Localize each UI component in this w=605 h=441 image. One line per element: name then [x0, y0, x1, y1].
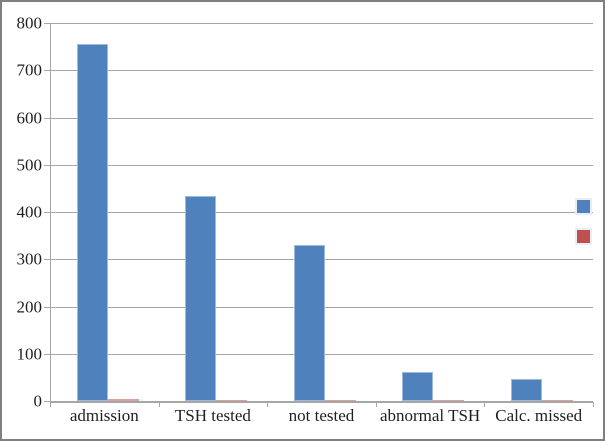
gridline — [50, 117, 593, 119]
y-axis-tick — [44, 70, 51, 72]
bar-series-1 — [293, 245, 325, 401]
gridline — [50, 70, 593, 72]
x-axis-category-label: abnormal TSH — [379, 406, 481, 425]
x-axis-tick — [158, 402, 160, 407]
y-axis-tick — [44, 401, 51, 402]
gridline — [50, 212, 593, 213]
x-axis-tick — [375, 402, 377, 407]
bar-series-1 — [185, 196, 217, 401]
x-axis-category-label: Calc. missed — [495, 406, 583, 425]
bar-series-1 — [76, 44, 108, 401]
x-axis-category-label: TSH tested — [174, 406, 251, 425]
legend-swatch-blue — [575, 198, 592, 215]
gridline — [50, 164, 593, 166]
y-axis-tick-label: 400 — [16, 202, 43, 222]
bar-series-2 — [324, 399, 356, 401]
bar-series-1 — [510, 378, 542, 401]
legend-swatch-red — [575, 228, 592, 245]
bar-series-2 — [216, 399, 248, 401]
y-axis-tick-label: 800 — [16, 13, 43, 33]
y-axis-tick — [44, 306, 51, 308]
plot-area — [50, 23, 593, 403]
x-axis-category-label: not tested — [288, 406, 355, 425]
y-axis-tick-label: 200 — [16, 297, 43, 316]
x-axis-tick — [484, 402, 486, 407]
x-axis-tick — [593, 402, 594, 407]
x-axis-tick — [50, 402, 51, 407]
y-axis-tick — [44, 212, 51, 213]
y-axis-line — [50, 23, 51, 407]
bar-series-1 — [402, 372, 434, 401]
y-axis-tick — [44, 353, 51, 355]
y-axis-tick-label: 100 — [16, 344, 43, 364]
y-axis-tick — [44, 23, 51, 24]
y-axis-tick — [44, 117, 51, 119]
gridline — [50, 23, 593, 24]
bar-series-2 — [433, 399, 465, 401]
y-axis-tick-label: 0 — [33, 391, 43, 411]
y-axis-tick-label: 600 — [16, 108, 43, 127]
y-axis-tick — [44, 259, 51, 261]
y-axis-tick-label: 700 — [16, 60, 43, 80]
y-axis-tick-label: 300 — [16, 249, 43, 269]
x-axis-tick — [267, 402, 269, 407]
y-axis-tick — [44, 164, 51, 166]
y-axis-tick-label: 500 — [16, 155, 43, 175]
x-axis-category-label: admission — [69, 406, 139, 425]
bar-series-2 — [107, 399, 139, 401]
bar-series-2 — [541, 399, 573, 401]
